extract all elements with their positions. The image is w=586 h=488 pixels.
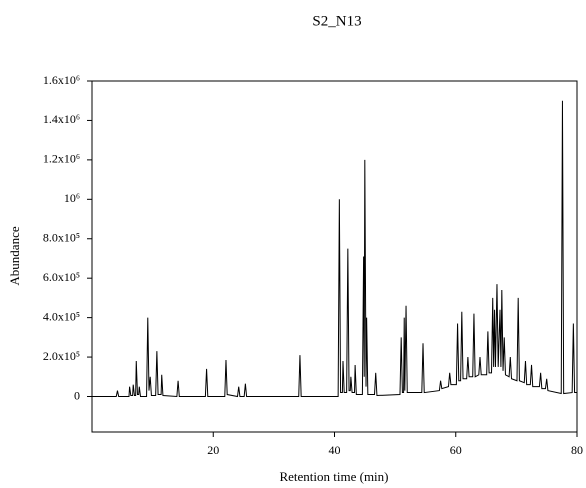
- y-tick-label: 1.2x10⁶: [43, 152, 80, 166]
- plot-frame: [91, 80, 578, 433]
- x-tick-label: 40: [329, 443, 341, 457]
- y-tick-label: 10⁶: [64, 191, 80, 205]
- y-tick-label: 6.0x10⁵: [43, 270, 80, 284]
- chromatogram-line: [92, 100, 577, 398]
- y-tick-label: 2.0x10⁵: [43, 349, 80, 363]
- x-tick-label: 80: [571, 443, 583, 457]
- x-axis-label: Retention time (min): [279, 469, 388, 484]
- chart-title: S2_N13: [312, 13, 361, 29]
- y-tick-label: 1.4x10⁶: [43, 112, 80, 126]
- y-axis-label: Abundance: [7, 226, 22, 285]
- y-tick-label: 4.0x10⁵: [43, 309, 80, 323]
- y-tick-label: 0: [74, 388, 80, 402]
- y-tick-label: 1.6x10⁶: [43, 73, 80, 87]
- y-tick-label: 8.0x10⁵: [43, 231, 80, 245]
- x-tick-label: 60: [450, 443, 462, 457]
- x-tick-label: 20: [207, 443, 219, 457]
